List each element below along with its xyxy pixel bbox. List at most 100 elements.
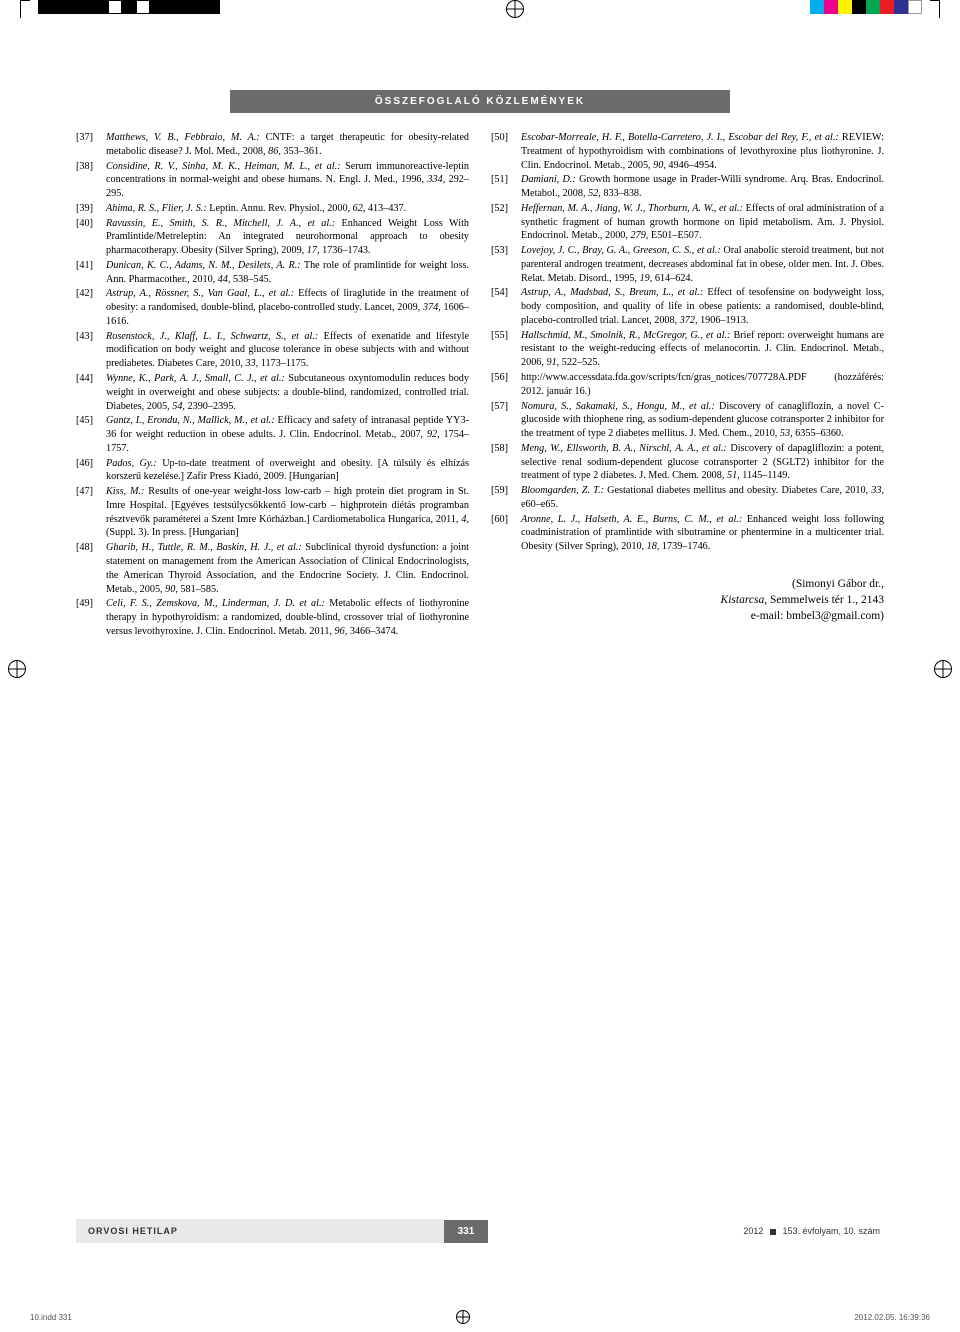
reference-body: Astrup, A., Rössner, S., Van Gaal, L., e… bbox=[106, 287, 469, 328]
reference-item: [42]Astrup, A., Rössner, S., Van Gaal, L… bbox=[76, 287, 469, 328]
reference-body: Dunican, K. C., Adams, N. M., Desilets, … bbox=[106, 259, 469, 287]
density-box bbox=[52, 0, 66, 14]
reference-number: [59] bbox=[491, 484, 521, 512]
reference-number: [57] bbox=[491, 400, 521, 441]
color-strip bbox=[810, 0, 922, 14]
author-address: Kistarcsa, Semmelweis tér 1., 2143 bbox=[491, 592, 884, 608]
density-box bbox=[164, 0, 178, 14]
reference-number: [50] bbox=[491, 131, 521, 172]
color-box bbox=[866, 0, 880, 14]
reference-number: [55] bbox=[491, 329, 521, 370]
reference-item: [45]Gantz, I., Erondu, N., Mallick, M., … bbox=[76, 414, 469, 455]
color-box bbox=[852, 0, 866, 14]
reference-item: [46]Pados, Gy.: Up-to-date treatment of … bbox=[76, 457, 469, 485]
reference-body: Astrup, A., Madsbad, S., Breum, L., et a… bbox=[521, 286, 884, 327]
registration-mark-icon bbox=[8, 660, 26, 678]
reference-body: Nomura, S., Sakamaki, S., Hongu, M., et … bbox=[521, 400, 884, 441]
author-email: e-mail: bmbel3@gmail.com) bbox=[491, 608, 884, 624]
color-box bbox=[908, 0, 922, 14]
density-box bbox=[178, 0, 192, 14]
reference-number: [56] bbox=[491, 371, 521, 399]
reference-columns: [37]Matthews, V. B., Febbraio, M. A.: CN… bbox=[76, 131, 884, 640]
reference-body: Celi, F. S., Zemskova, M., Linderman, J.… bbox=[106, 597, 469, 638]
reference-item: [60]Aronne, L. J., Halseth, A. E., Burns… bbox=[491, 513, 884, 554]
imprint-left: 10.indd 331 bbox=[30, 1313, 72, 1322]
density-box bbox=[108, 0, 122, 14]
crop-mark-icon bbox=[20, 0, 30, 18]
reference-number: [60] bbox=[491, 513, 521, 554]
reference-body: Bloomgarden, Z. T.: Gestational diabetes… bbox=[521, 484, 884, 512]
reference-number: [37] bbox=[76, 131, 106, 159]
density-box bbox=[38, 0, 52, 14]
print-marks-top bbox=[0, 0, 960, 30]
reference-number: [38] bbox=[76, 160, 106, 201]
reference-item: [51]Damiani, D.: Growth hormone usage in… bbox=[491, 173, 884, 201]
reference-number: [39] bbox=[76, 202, 106, 216]
density-box bbox=[66, 0, 80, 14]
reference-item: [58]Meng, W., Ellsworth, B. A., Nirschl,… bbox=[491, 442, 884, 483]
reference-body: Wynne, K., Park, A. J., Small, C. J., et… bbox=[106, 372, 469, 413]
reference-body: Gantz, I., Erondu, N., Mallick, M., et a… bbox=[106, 414, 469, 455]
reference-item: [43]Rosenstock, J., Klaff, L. I., Schwar… bbox=[76, 330, 469, 371]
reference-item: [55]Hallschmid, M., Smolnik, R., McGrego… bbox=[491, 329, 884, 370]
reference-item: [56]http://www.accessdata.fda.gov/script… bbox=[491, 371, 884, 399]
reference-body: Meng, W., Ellsworth, B. A., Nirschl, A. … bbox=[521, 442, 884, 483]
reference-number: [49] bbox=[76, 597, 106, 638]
reference-item: [41]Dunican, K. C., Adams, N. M., Desile… bbox=[76, 259, 469, 287]
reference-body: Rosenstock, J., Klaff, L. I., Schwartz, … bbox=[106, 330, 469, 371]
reference-item: [57]Nomura, S., Sakamaki, S., Hongu, M.,… bbox=[491, 400, 884, 441]
reference-body: http://www.accessdata.fda.gov/scripts/fc… bbox=[521, 371, 884, 399]
reference-body: Aronne, L. J., Halseth, A. E., Burns, C.… bbox=[521, 513, 884, 554]
issue-volume: 153. évfolyam, 10. szám bbox=[782, 1226, 880, 1236]
reference-item: [48]Gharib, H., Tuttle, R. M., Baskin, H… bbox=[76, 541, 469, 596]
reference-number: [43] bbox=[76, 330, 106, 371]
imprint-right: 2012.02.05. 16:39:36 bbox=[854, 1313, 930, 1322]
reference-body: Matthews, V. B., Febbraio, M. A.: CNTF: … bbox=[106, 131, 469, 159]
reference-body: Considine, R. V., Sinha, M. K., Heiman, … bbox=[106, 160, 469, 201]
reference-body: Ahima, R. S., Flier, J. S.: Leptin. Annu… bbox=[106, 202, 469, 216]
reference-body: Damiani, D.: Growth hormone usage in Pra… bbox=[521, 173, 884, 201]
registration-mark-icon bbox=[934, 660, 952, 678]
reference-number: [58] bbox=[491, 442, 521, 483]
density-box bbox=[192, 0, 206, 14]
density-box bbox=[80, 0, 94, 14]
reference-number: [42] bbox=[76, 287, 106, 328]
imprint-bar: 10.indd 331 2012.02.05. 16:39:36 bbox=[30, 1310, 930, 1324]
reference-body: Lovejoy, J. C., Bray, G. A., Greeson, C.… bbox=[521, 244, 884, 285]
registration-mark-icon bbox=[506, 0, 524, 18]
color-box bbox=[810, 0, 824, 14]
page-footer: ORVOSI HETILAP 331 2012 153. évfolyam, 1… bbox=[76, 1218, 884, 1244]
reference-item: [37]Matthews, V. B., Febbraio, M. A.: CN… bbox=[76, 131, 469, 159]
reference-number: [51] bbox=[491, 173, 521, 201]
reference-item: [40]Ravussin, E., Smith, S. R., Mitchell… bbox=[76, 217, 469, 258]
separator-icon bbox=[770, 1229, 776, 1235]
color-box bbox=[894, 0, 908, 14]
reference-number: [48] bbox=[76, 541, 106, 596]
reference-number: [41] bbox=[76, 259, 106, 287]
reference-item: [49]Celi, F. S., Zemskova, M., Linderman… bbox=[76, 597, 469, 638]
reference-item: [50]Escobar-Morreale, H. F., Botella-Car… bbox=[491, 131, 884, 172]
registration-mark-icon bbox=[456, 1310, 470, 1324]
reference-number: [45] bbox=[76, 414, 106, 455]
right-column: [50]Escobar-Morreale, H. F., Botella-Car… bbox=[491, 131, 884, 640]
reference-body: Kiss, M.: Results of one-year weight-los… bbox=[106, 485, 469, 540]
density-box bbox=[136, 0, 150, 14]
color-box bbox=[824, 0, 838, 14]
journal-name: ORVOSI HETILAP bbox=[76, 1219, 444, 1243]
reference-body: Ravussin, E., Smith, S. R., Mitchell, J.… bbox=[106, 217, 469, 258]
reference-item: [39]Ahima, R. S., Flier, J. S.: Leptin. … bbox=[76, 202, 469, 216]
density-strip bbox=[38, 0, 220, 14]
reference-body: Heffernan, M. A., Jiang, W. J., Thorburn… bbox=[521, 202, 884, 243]
reference-number: [46] bbox=[76, 457, 106, 485]
reference-number: [44] bbox=[76, 372, 106, 413]
reference-body: Gharib, H., Tuttle, R. M., Baskin, H. J.… bbox=[106, 541, 469, 596]
issue-info: 2012 153. évfolyam, 10. szám bbox=[488, 1226, 884, 1236]
reference-number: [52] bbox=[491, 202, 521, 243]
issue-year: 2012 bbox=[743, 1226, 763, 1236]
correspondence-block: (Simonyi Gábor dr.,Kistarcsa, Semmelweis… bbox=[491, 576, 884, 624]
reference-number: [47] bbox=[76, 485, 106, 540]
density-box bbox=[206, 0, 220, 14]
color-box bbox=[838, 0, 852, 14]
reference-body: Hallschmid, M., Smolnik, R., McGregor, G… bbox=[521, 329, 884, 370]
section-header: ÖSSZEFOGLALÓ KÖZLEMÉNYEK bbox=[230, 90, 731, 113]
